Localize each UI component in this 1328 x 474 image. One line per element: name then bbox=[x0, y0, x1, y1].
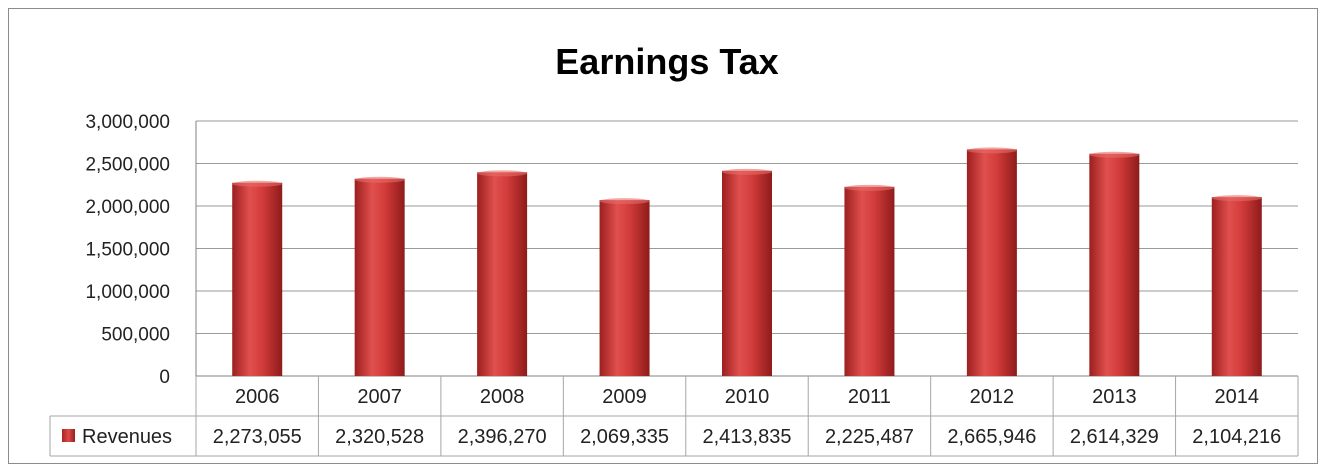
bar bbox=[232, 182, 283, 376]
bar bbox=[1089, 153, 1140, 376]
bar bbox=[477, 172, 528, 376]
bar bbox=[599, 200, 650, 376]
y-tick-label: 2,500,000 bbox=[85, 155, 170, 176]
bar-top bbox=[844, 184, 895, 191]
bar-top bbox=[966, 147, 1017, 154]
x-tick-label: 2009 bbox=[602, 386, 647, 408]
x-tick-label: 2011 bbox=[848, 386, 891, 408]
x-tick-label: 2006 bbox=[235, 386, 280, 408]
bar-top bbox=[477, 170, 528, 177]
chart-title: Earnings Tax bbox=[555, 41, 778, 82]
data-label: 2,273,055 bbox=[213, 426, 302, 448]
bar-top bbox=[354, 176, 405, 183]
bar-top bbox=[1211, 195, 1262, 202]
x-tick-label: 2013 bbox=[1092, 386, 1137, 408]
data-label: 2,396,270 bbox=[458, 426, 547, 448]
y-tick-label: 1,000,000 bbox=[85, 282, 170, 303]
y-tick-label: 0 bbox=[159, 367, 170, 388]
y-tick-label: 1,500,000 bbox=[85, 240, 170, 261]
bar bbox=[966, 149, 1017, 376]
bar-top bbox=[722, 168, 772, 175]
y-tick-label: 3,000,000 bbox=[85, 112, 170, 133]
bar bbox=[1211, 197, 1262, 376]
bar-top bbox=[599, 198, 650, 205]
data-label: 2,225,487 bbox=[825, 426, 914, 448]
bar bbox=[722, 170, 772, 376]
data-label: 2,413,835 bbox=[703, 426, 792, 448]
data-label: 2,104,216 bbox=[1192, 426, 1281, 448]
x-tick-label: 2010 bbox=[725, 386, 770, 408]
y-tick-label: 2,000,000 bbox=[85, 197, 170, 218]
x-tick-label: 2008 bbox=[480, 386, 525, 408]
y-axis-ticks: 0 500,000 1,000,000 1,500,000 2,000,000 2,500… bbox=[85, 112, 170, 388]
bar bbox=[354, 178, 405, 376]
legend-key bbox=[62, 429, 75, 442]
data-label: 2,614,329 bbox=[1070, 426, 1159, 448]
legend-label: Revenues bbox=[82, 426, 172, 448]
y-tick-label: 500,000 bbox=[101, 325, 170, 346]
data-table: 2006 2007 2008 2009 2010 2011 2012 2013 2014 Reve… bbox=[49, 376, 1299, 457]
data-label: 2,320,528 bbox=[335, 426, 424, 448]
bars bbox=[232, 147, 1262, 376]
bar-top bbox=[232, 180, 283, 187]
x-tick-label: 2014 bbox=[1215, 386, 1260, 408]
data-label: 2,069,335 bbox=[580, 426, 669, 448]
bar bbox=[844, 186, 895, 376]
x-tick-label: 2012 bbox=[970, 386, 1015, 408]
data-label: 2,665,946 bbox=[947, 426, 1036, 448]
bar-top bbox=[1089, 151, 1140, 158]
x-tick-label: 2007 bbox=[357, 386, 402, 408]
